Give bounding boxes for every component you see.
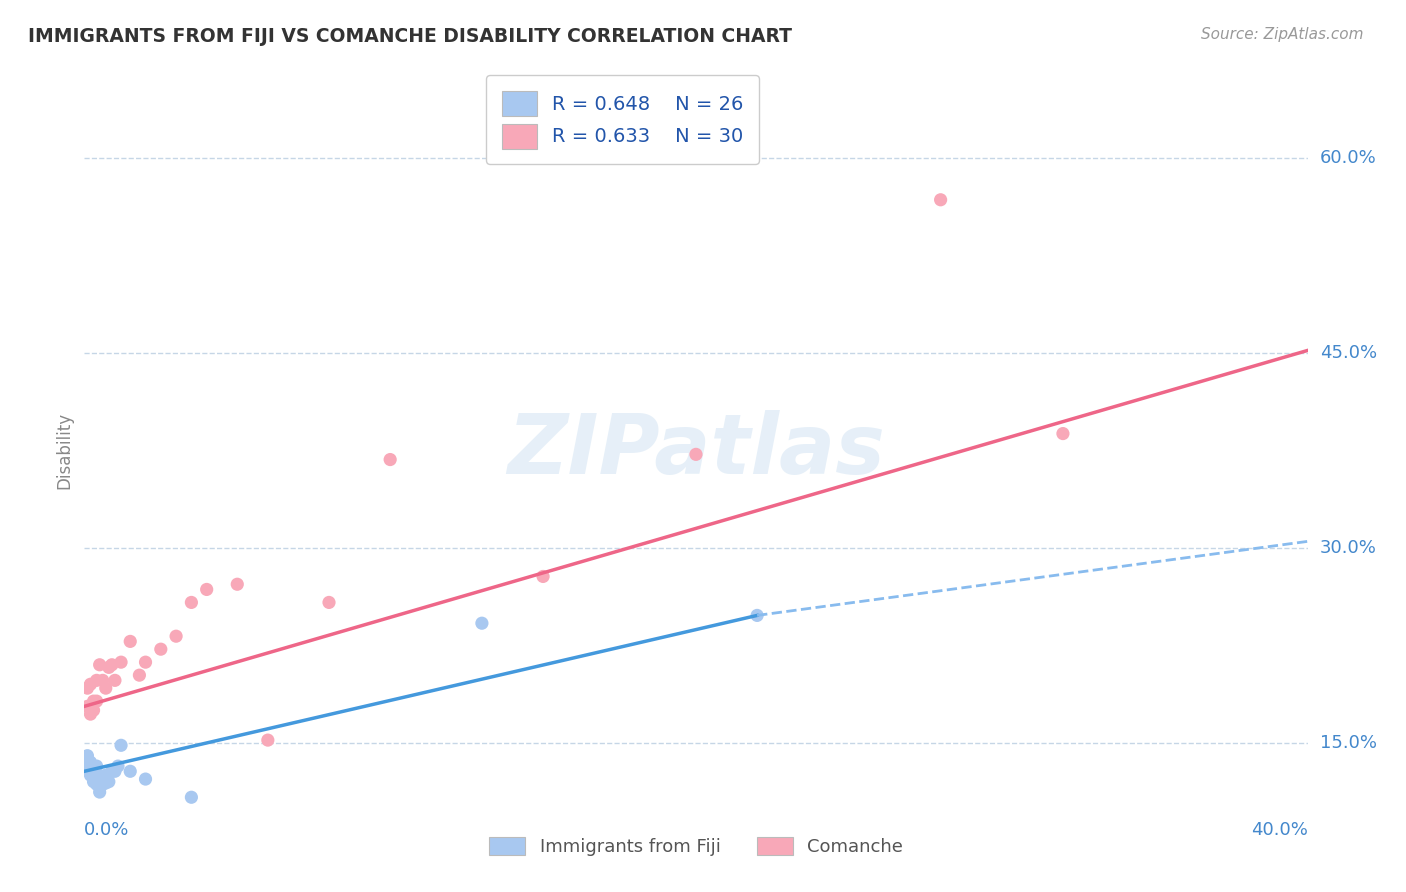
Point (107, 759, 129, 773)
Point (79, 768, 101, 782)
Text: 0.0%: 0.0% (84, 821, 129, 838)
Point (195, 582, 218, 597)
Point (110, 739, 132, 753)
Point (86, 673, 108, 688)
Text: 60.0%: 60.0% (1320, 149, 1376, 167)
Point (101, 764, 124, 779)
Point (79, 707, 101, 722)
Point (76, 681, 98, 695)
Point (104, 764, 127, 779)
Point (180, 595, 202, 609)
Point (318, 595, 340, 609)
Point (180, 790, 202, 805)
Point (929, 193, 952, 207)
Point (94, 768, 117, 782)
Point (86, 694, 108, 708)
Point (94, 776, 117, 790)
Text: 45.0%: 45.0% (1320, 344, 1376, 362)
Point (226, 577, 249, 591)
Point (79, 677, 101, 691)
Text: 40.0%: 40.0% (1251, 821, 1308, 838)
Point (89, 772, 111, 786)
Point (149, 642, 172, 657)
Point (89, 785, 111, 799)
Text: Source: ZipAtlas.com: Source: ZipAtlas.com (1201, 27, 1364, 42)
Point (83, 694, 105, 708)
Point (128, 668, 150, 682)
Point (76, 699, 98, 714)
Point (135, 772, 157, 786)
Point (97, 660, 120, 674)
Text: 15.0%: 15.0% (1320, 734, 1376, 752)
Point (135, 655, 157, 669)
Point (91, 777, 114, 791)
Point (86, 759, 108, 773)
Point (89, 777, 111, 791)
Point (76, 762, 98, 776)
Point (257, 733, 280, 747)
Point (1052, 426, 1074, 441)
Point (91, 769, 114, 783)
Point (83, 774, 105, 789)
Point (76, 748, 98, 763)
Text: ZIPatlas: ZIPatlas (508, 410, 884, 491)
Point (86, 777, 108, 791)
Point (94, 681, 117, 695)
Point (104, 673, 127, 688)
Point (97, 774, 120, 789)
Point (165, 629, 187, 643)
Text: 30.0%: 30.0% (1320, 539, 1376, 557)
Text: IMMIGRANTS FROM FIJI VS COMANCHE DISABILITY CORRELATION CHART: IMMIGRANTS FROM FIJI VS COMANCHE DISABIL… (28, 27, 792, 45)
Y-axis label: Disability: Disability (55, 412, 73, 489)
Point (101, 657, 124, 672)
Point (110, 655, 132, 669)
Point (747, 608, 769, 623)
Point (380, 452, 402, 467)
Point (86, 768, 108, 782)
Point (471, 616, 494, 631)
Point (89, 657, 111, 672)
Point (83, 703, 105, 717)
Point (531, 569, 554, 583)
Point (120, 764, 142, 779)
Point (83, 764, 105, 779)
Legend: Immigrants from Fiji, Comanche: Immigrants from Fiji, Comanche (482, 830, 910, 863)
Point (685, 447, 707, 461)
Point (120, 634, 142, 648)
Point (91, 673, 114, 688)
Point (79, 755, 101, 769)
